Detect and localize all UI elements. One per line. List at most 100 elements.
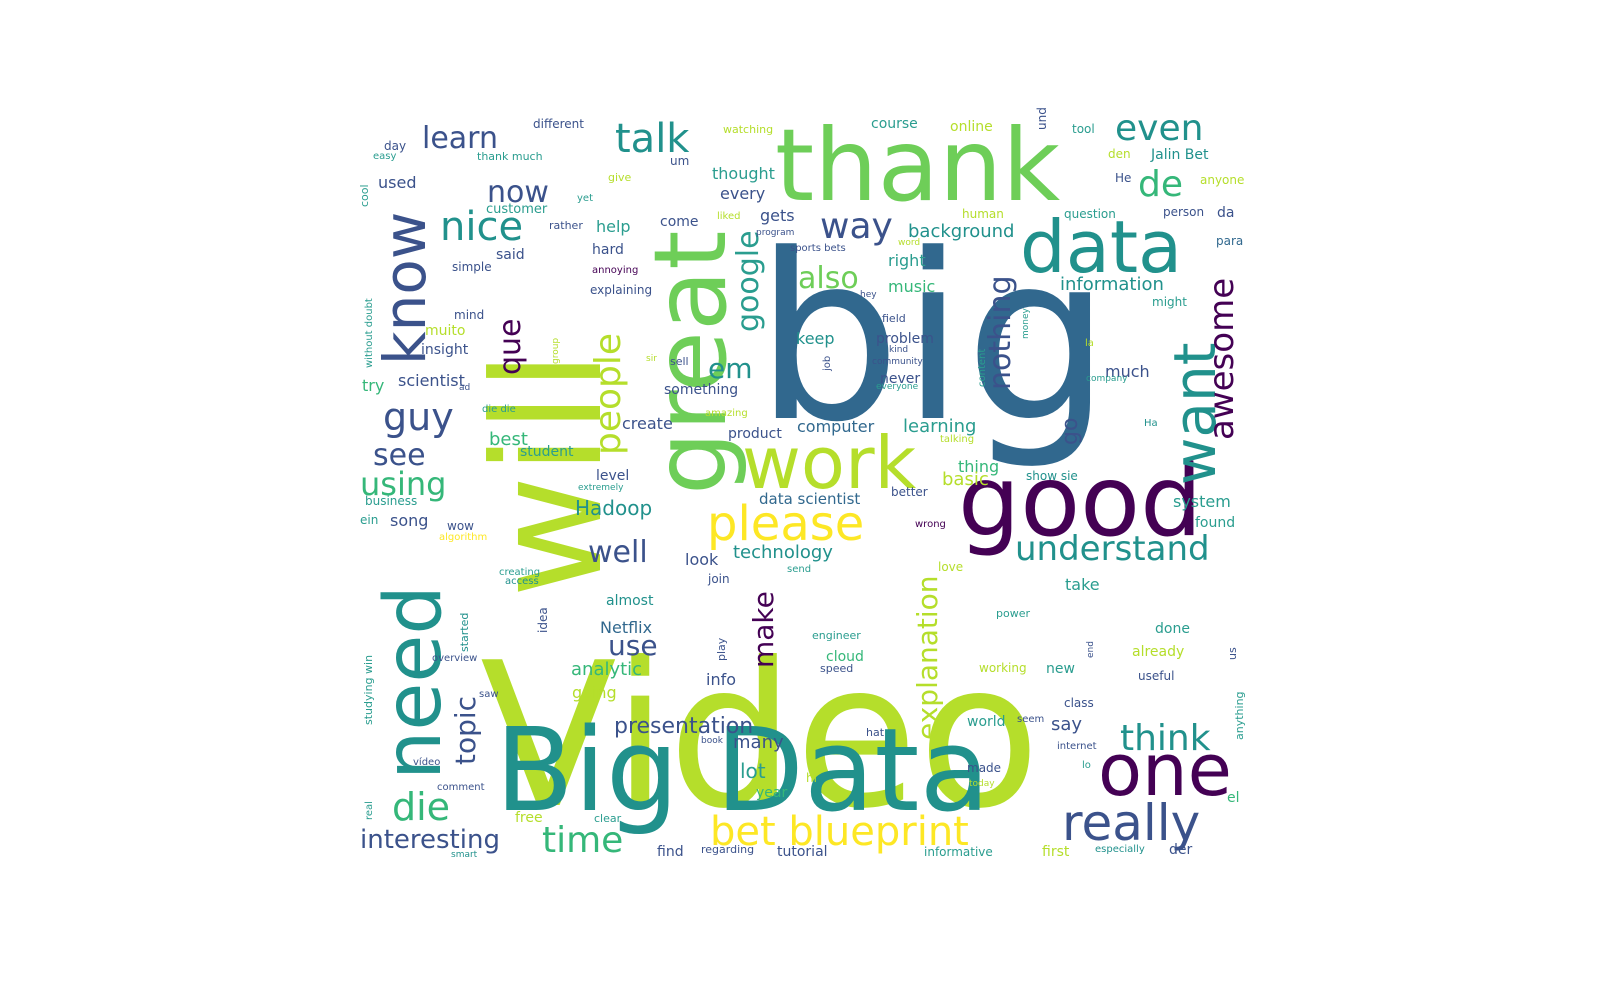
word-video: vídeo [413, 756, 440, 768]
word-nice: nice [440, 204, 523, 250]
word-awesome: awesome [1202, 278, 1242, 440]
word-tutorial: tutorial [777, 844, 828, 860]
word-sir: sir [646, 354, 657, 364]
word-many: many [733, 732, 784, 753]
word-started: started [458, 613, 471, 652]
word-computer: computer [797, 417, 875, 436]
word-customer: customer [486, 202, 548, 217]
word-show-sie: show sie [1026, 469, 1078, 483]
word-student: student [520, 444, 574, 460]
word-help: help [596, 217, 631, 236]
word-everyone: everyone [876, 382, 919, 392]
word-found: found [1195, 515, 1235, 531]
word-die: die [392, 785, 450, 829]
word-send: send [787, 564, 811, 575]
word-hat: hat [866, 726, 885, 739]
word-people: people [588, 333, 629, 455]
word-на: На [1144, 418, 1158, 429]
word-internet: internet [1057, 741, 1097, 752]
word-bet-blueprint: bet blueprint [710, 809, 969, 855]
word-field: field [882, 312, 906, 325]
word-done: done [1155, 621, 1190, 637]
word-ein: ein [360, 513, 378, 527]
word-new: new [1046, 661, 1075, 677]
word-create: create [622, 414, 673, 433]
word-google: google [731, 230, 766, 332]
word-give: give [608, 171, 632, 184]
word-hadoop: Hadoop [575, 496, 652, 520]
word-day: day [384, 139, 406, 153]
word-creating: creating [499, 567, 540, 578]
word-make: make [747, 591, 780, 668]
word-gets: gets [760, 206, 795, 225]
word-tool: tool [1072, 122, 1095, 136]
word-way: way [820, 206, 893, 247]
word-informative: informative [924, 845, 993, 859]
word-yet: yet [577, 193, 593, 204]
word-almost: almost [606, 593, 654, 609]
word-easy: easy [373, 151, 396, 162]
word-sell: sell [670, 355, 689, 368]
word-us: us [1226, 647, 1239, 660]
word-information: information [1060, 274, 1164, 295]
word-problem: problem [876, 331, 934, 347]
word-today: today [969, 779, 995, 789]
word-right: right [888, 251, 926, 270]
word-den: den [1108, 147, 1131, 161]
word-hard: hard [592, 242, 624, 258]
word-thank: thank [775, 107, 1060, 224]
word-word: word [898, 238, 920, 248]
word-wrong: wrong [915, 519, 946, 530]
word-using: using [360, 465, 446, 503]
word-never: never [880, 371, 920, 387]
word-overview: overview [432, 653, 477, 664]
word-comment: comment [437, 782, 485, 793]
word-job: job [822, 356, 833, 372]
word-anyone: anyone [1200, 173, 1244, 187]
word-learning: learning [903, 416, 976, 437]
word-engineer: engineer [812, 629, 861, 642]
word-topic: topic [449, 696, 482, 765]
word-algorithm: algorithm [439, 532, 487, 543]
word-die-die: die die [482, 404, 516, 415]
word-thought: thought [712, 164, 775, 183]
word-amazing: amazing [705, 408, 748, 419]
word-thank-much: thank much [477, 150, 543, 163]
word-product: product [728, 426, 782, 442]
word-understand: understand [1015, 529, 1210, 569]
word-end: end [1086, 641, 1096, 658]
word-jalin-bet: Jalin Bet [1150, 147, 1209, 163]
word-take: take [1065, 575, 1100, 594]
word-talk: talk [615, 116, 690, 162]
word-first: first [1042, 844, 1070, 860]
word-explaining: explaining [590, 283, 652, 297]
word-content: content [977, 349, 988, 387]
word-class: class [1064, 696, 1094, 710]
word-try: try [362, 376, 384, 395]
word-join: join [707, 572, 730, 586]
word-love: love [938, 560, 963, 574]
word-netflix: Netflix [600, 618, 652, 637]
word-even: even [1115, 108, 1203, 149]
word-useful: useful [1138, 669, 1174, 683]
word-interesting: interesting [360, 825, 500, 855]
word-said: said [496, 247, 525, 263]
word-program: program [756, 228, 794, 238]
word-working: working [979, 661, 1027, 675]
word-want: want [1161, 343, 1229, 485]
word-work: work [742, 421, 917, 505]
word-annoying: annoying [592, 265, 638, 276]
word-video: Video [480, 620, 1040, 853]
word-explanation: explanation [911, 575, 944, 740]
word-see: see [373, 438, 426, 473]
word-smart: smart [451, 850, 478, 860]
word-human: human [962, 207, 1004, 221]
word-scientist: scientist [398, 371, 465, 390]
word-kind: kind [889, 345, 908, 355]
word-da: da [1217, 205, 1234, 221]
word-para: para [1216, 234, 1243, 248]
word-simple: simple [452, 260, 492, 274]
word-might: might [1152, 295, 1187, 309]
